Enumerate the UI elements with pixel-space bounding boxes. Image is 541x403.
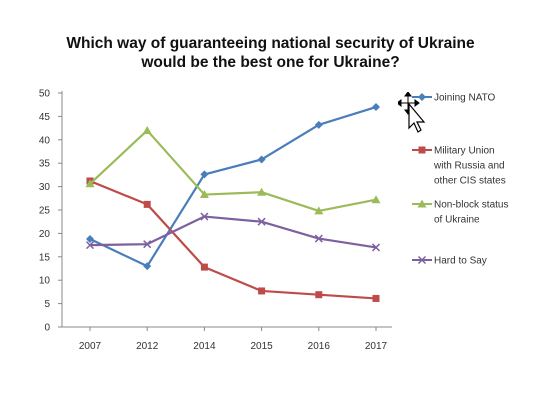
data-point [86,235,94,244]
data-point [257,187,267,196]
chart-axes: 0 5 10 15 20 25 30 35 40 45 50 2007 2012 2014 2015 2016… [39,89,392,352]
data-point [200,212,209,221]
data-point [143,200,151,208]
data-point [200,170,209,179]
legend-item-2: Non-block status of Ukraine [412,199,508,226]
move-cursor-icon [398,92,426,133]
y-tick-label: 35 [39,159,51,170]
legend-item-1: Military Union with Russia and other CIS s… [412,146,506,187]
chart-title-line-2: would be the best one for Ukraine? [141,54,400,71]
series-2 [85,125,381,215]
data-point [372,103,380,112]
data-point [314,120,323,129]
data-point [371,243,381,252]
data-point [85,241,95,250]
y-tick-label: 10 [39,276,51,287]
legend: Joining NATO Military Union with Russia an… [412,93,508,267]
y-tick-label: 5 [44,299,50,310]
data-point [314,206,324,215]
y-tick-label: 20 [39,229,51,240]
series-3 [85,212,381,252]
y-tick-label: 0 [44,323,50,334]
data-point [314,234,323,243]
series-line [89,129,377,213]
data-point [257,217,266,226]
series-layer [85,103,381,302]
data-point [315,291,323,299]
x-tick-label: 2012 [136,341,159,352]
series-0 [86,103,380,271]
series-line [89,105,377,268]
data-point [258,287,266,295]
x-tick-label: 2017 [365,341,388,352]
legend-label: Hard to Say [434,256,487,267]
data-point [257,155,266,164]
data-point [143,240,152,249]
y-tick-label: 15 [39,252,51,263]
legend-label: Non-block status [434,200,508,211]
data-point [85,179,95,188]
chart-title: Which way of guaranteeing national secur… [0,34,541,72]
legend-swatch-marker [418,146,426,154]
x-tick-label: 2014 [193,341,216,352]
legend-swatch-marker [417,255,427,265]
data-point [371,195,381,204]
series-line [89,215,377,249]
legend-label: of Ukraine [434,215,480,226]
legend-label: with Russia and [433,161,505,172]
y-tick-label: 50 [39,89,51,100]
legend-item-3: Hard to Say [412,256,487,267]
chart-title-line-1: Which way of guaranteeing national secur… [66,35,475,52]
data-point [199,190,209,199]
legend-swatch-marker [417,199,427,208]
data-point [372,294,380,302]
y-tick-label: 25 [39,206,51,217]
legend-label: Military Union [434,146,495,157]
x-tick-label: 2016 [308,341,331,352]
legend-swatch-marker [418,93,426,101]
data-point [143,262,152,271]
y-tick-label: 40 [39,135,51,146]
legend-item-0: Joining NATO [412,93,496,104]
legend-label: Joining NATO [434,93,496,104]
data-point [142,125,152,134]
legend-label: other CIS states [434,176,506,187]
x-tick-label: 2007 [79,341,102,352]
data-point [200,263,208,271]
x-tick-label: 2015 [250,341,273,352]
series-line [89,179,377,300]
series-1 [86,177,380,302]
y-tick-label: 45 [39,112,51,123]
y-tick-label: 30 [39,182,51,193]
